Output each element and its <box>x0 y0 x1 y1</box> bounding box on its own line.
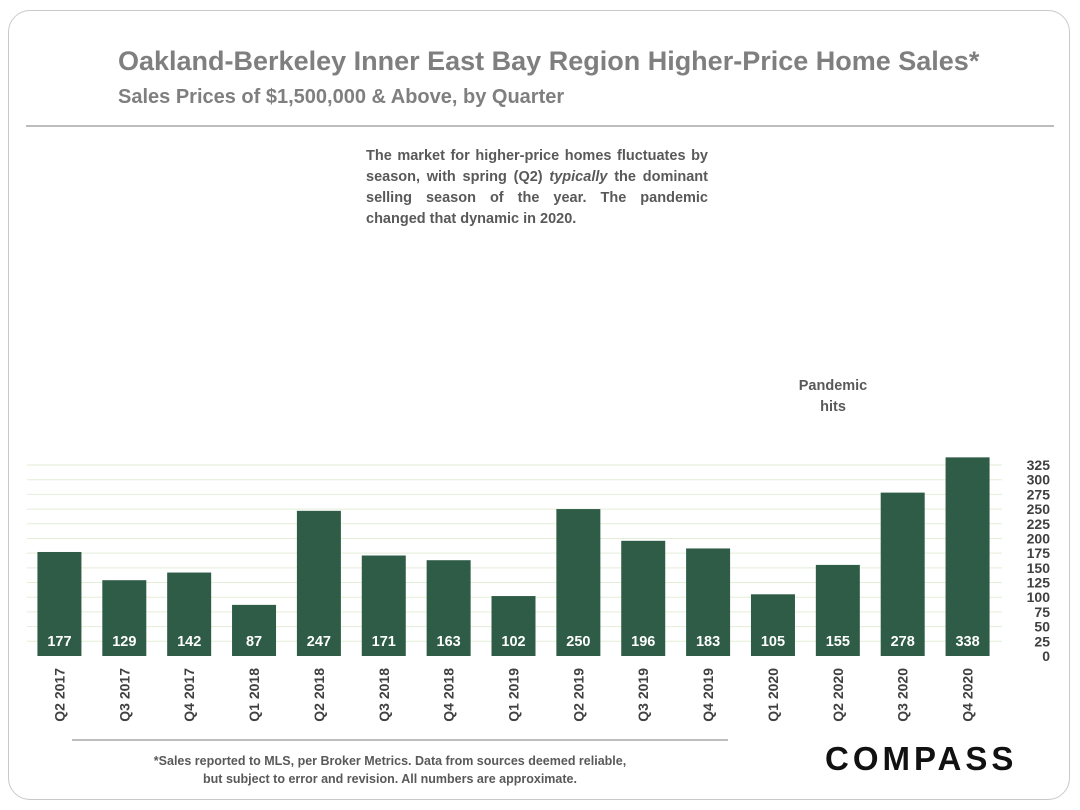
pandemic-line1: Pandemic <box>798 378 868 394</box>
bar <box>102 580 147 656</box>
bar <box>750 594 795 656</box>
y-tick-label: 0 <box>1042 648 1050 664</box>
footnote: *Sales reported to MLS, per Broker Metri… <box>60 752 720 788</box>
bar <box>167 572 212 656</box>
bar <box>945 457 990 656</box>
bar-data-label: 247 <box>307 634 331 650</box>
y-tick-label: 200 <box>1027 530 1051 546</box>
bar-data-label: 250 <box>566 634 590 650</box>
bar <box>880 492 925 656</box>
bar <box>426 560 471 656</box>
bar-data-label: 278 <box>891 634 915 650</box>
x-tick-label: Q4 2019 <box>700 668 716 722</box>
y-tick-label: 325 <box>1027 457 1051 473</box>
footnote-divider <box>72 739 728 741</box>
bar-data-label: 196 <box>631 634 655 650</box>
x-tick-label: Q3 2018 <box>376 668 392 722</box>
bar-data-label: 102 <box>501 634 525 650</box>
chart-title: Oakland-Berkeley Inner East Bay Region H… <box>118 46 980 76</box>
bar <box>556 509 601 656</box>
pandemic-annotation: Pandemic hits <box>783 376 883 418</box>
x-tick-label: Q3 2017 <box>116 668 132 722</box>
y-tick-label: 250 <box>1027 501 1051 517</box>
x-tick-label: Q2 2018 <box>311 668 327 722</box>
x-tick-label: Q1 2018 <box>246 668 262 722</box>
bar <box>361 555 406 656</box>
market-note-emphasis: typically <box>549 169 608 185</box>
x-tick-label: Q4 2017 <box>181 668 197 722</box>
bar-data-label: 105 <box>761 634 785 650</box>
bar-data-label: 163 <box>437 634 461 650</box>
y-tick-label: 75 <box>1034 604 1050 620</box>
y-tick-label: 50 <box>1034 619 1050 635</box>
footnote-line2: but subject to error and revision. All n… <box>203 772 577 786</box>
bar <box>232 604 277 656</box>
bar-data-label: 338 <box>955 634 979 650</box>
bar-data-label: 155 <box>826 634 850 650</box>
compass-logo: COMPASS <box>825 740 1018 777</box>
x-tick-label: Q2 2020 <box>830 668 846 722</box>
chart-subtitle: Sales Prices of $1,500,000 & Above, by Q… <box>118 86 565 108</box>
bar-data-label: 183 <box>696 634 720 650</box>
x-tick-label: Q3 2020 <box>895 668 911 722</box>
chart-frame <box>8 10 1070 800</box>
x-tick-label: Q4 2018 <box>441 668 457 722</box>
title-divider <box>26 125 1054 127</box>
bar-data-label: 177 <box>47 634 71 650</box>
y-tick-label: 100 <box>1027 589 1051 605</box>
market-annotation: The market for higher-price homes fluctu… <box>362 146 712 230</box>
bar-data-label: 129 <box>112 634 136 650</box>
market-note-part1: The market for higher-price homes fluctu… <box>366 148 708 185</box>
x-tick-label: Q2 2019 <box>570 668 586 722</box>
footnote-line1: *Sales reported to MLS, per Broker Metri… <box>153 754 627 768</box>
bar-data-label: 87 <box>246 634 262 650</box>
market-note-part2: the dominant selling season of the year.… <box>366 169 708 227</box>
bar-data-label: 171 <box>372 634 396 650</box>
x-tick-label: Q4 2020 <box>960 668 976 722</box>
bar <box>686 548 731 656</box>
x-tick-label: Q1 2020 <box>765 668 781 722</box>
y-tick-label: 300 <box>1027 472 1051 488</box>
y-tick-label: 125 <box>1027 575 1051 591</box>
bar <box>37 551 82 656</box>
y-tick-label: 25 <box>1034 633 1050 649</box>
bar <box>815 564 860 656</box>
y-tick-label: 150 <box>1027 560 1051 576</box>
bar-data-label: 142 <box>177 634 201 650</box>
x-tick-label: Q3 2019 <box>635 668 651 722</box>
y-tick-label: 225 <box>1027 516 1051 532</box>
y-tick-label: 275 <box>1027 486 1051 502</box>
bar <box>296 510 341 656</box>
y-tick-label: 175 <box>1027 545 1051 561</box>
bar <box>621 540 666 656</box>
bar <box>491 596 536 656</box>
x-tick-label: Q1 2019 <box>506 668 522 722</box>
pandemic-line2: hits <box>820 399 846 415</box>
x-tick-label: Q2 2017 <box>51 668 67 722</box>
